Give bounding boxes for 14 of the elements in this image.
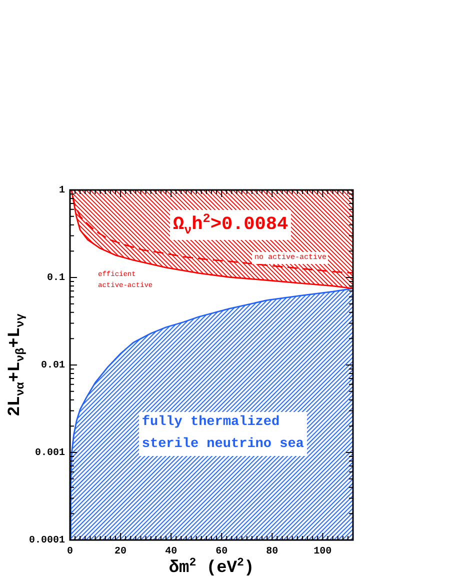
y-tick-label: 0.001 (34, 448, 65, 460)
x-tick-label: 80 (266, 546, 278, 558)
x-axis-title: δm$^{2}$ (eV$^{2}$) (168, 556, 254, 579)
y-tick-label: 1 (58, 186, 65, 197)
y-tick-label: 0.1 (46, 273, 65, 284)
y-tick-label: 0.01 (40, 360, 65, 372)
x-tick-label: 100 (314, 546, 332, 558)
x-tick-label: 0 (66, 546, 74, 558)
x-tick-label: 60 (216, 546, 228, 558)
y-tick-label: 0.0001 (28, 536, 65, 547)
annotation: fully thermalized sterile neutrino sea (138, 412, 307, 456)
annotation: Ω$_{ν}$h$^{2}$>0.0084 (170, 210, 292, 240)
x-tick-label: 40 (165, 546, 178, 558)
x-tick-label: 20 (114, 546, 127, 558)
